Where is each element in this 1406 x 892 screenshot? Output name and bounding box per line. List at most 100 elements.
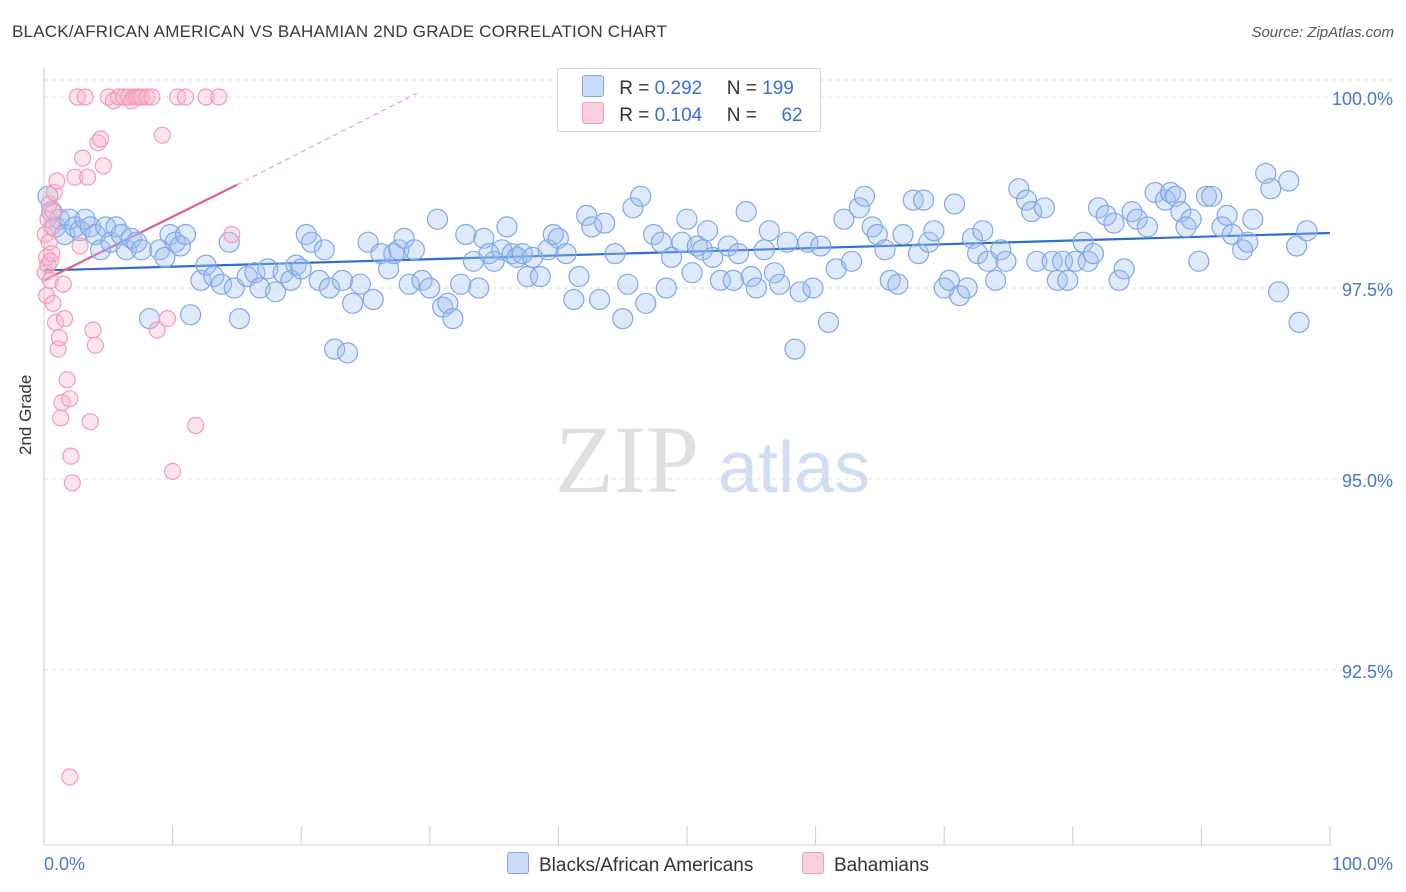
point-blacks (1237, 231, 1259, 253)
point-bahamians (148, 321, 166, 339)
point-blacks (874, 239, 896, 261)
point-blacks (938, 269, 960, 291)
point-bahamians (62, 447, 80, 465)
point-blacks (1242, 208, 1264, 230)
point-blacks (180, 304, 202, 326)
point-blacks (840, 250, 863, 272)
point-blacks (1108, 269, 1130, 291)
point-bahamians (73, 149, 92, 167)
point-blacks (650, 231, 672, 253)
point-bahamians (84, 321, 102, 339)
point-blacks (568, 265, 590, 288)
point-blacks (1082, 243, 1105, 265)
point-blacks (642, 223, 665, 246)
point-blacks (403, 239, 425, 261)
point-blacks (398, 273, 420, 295)
point-blacks (617, 273, 639, 295)
point-blacks (547, 227, 570, 249)
point-blacks (758, 220, 780, 242)
point-blacks (426, 208, 449, 230)
point-blacks (745, 277, 768, 299)
point-blacks (1026, 250, 1048, 272)
point-bahamians (43, 218, 61, 236)
bottom-legend-label-bahamians: Bahamians (834, 855, 930, 876)
point-blacks (370, 243, 392, 265)
legend-r-label: R = (619, 78, 650, 99)
point-blacks (995, 250, 1017, 272)
point-blacks (948, 285, 971, 307)
point-blacks (154, 246, 176, 268)
point-bahamians (52, 409, 70, 427)
point-blacks (1260, 178, 1282, 200)
point-blacks (784, 338, 806, 360)
point-blacks (1087, 197, 1110, 219)
point-blacks (529, 265, 552, 288)
point-blacks (866, 223, 888, 246)
point-blacks (1296, 220, 1318, 242)
bottom-legend-swatch-blacks (507, 852, 529, 874)
point-bahamians (94, 157, 112, 175)
point-blacks (272, 262, 294, 284)
point-blacks (1008, 178, 1030, 200)
watermark-zip: ZIP (555, 406, 699, 513)
point-blacks (496, 216, 518, 238)
point-blacks (555, 243, 577, 265)
point-blacks (853, 185, 876, 207)
point-blacks (336, 342, 359, 364)
data-points (36, 88, 1318, 786)
chart-source: Source: ZipAtlas.com (1251, 24, 1394, 41)
point-bahamians (164, 462, 182, 480)
point-blacks (1216, 204, 1238, 226)
trend-line-bahamians-extension (236, 92, 418, 186)
point-blacks (324, 338, 346, 360)
point-blacks (972, 220, 994, 242)
point-blacks (696, 220, 719, 242)
point-blacks (1278, 170, 1300, 192)
point-blacks (581, 216, 603, 238)
point-blacks (984, 269, 1007, 291)
point-blacks (468, 277, 490, 299)
point-blacks (817, 311, 840, 333)
point-blacks (1015, 189, 1038, 211)
point-blacks (522, 246, 544, 268)
legend-n-value: 199 (762, 78, 794, 99)
point-blacks (1188, 250, 1210, 272)
bottom-legend-blacks: Blacks/African Americans (507, 852, 753, 877)
point-bahamians (176, 88, 195, 106)
watermark-atlas: atlas (718, 428, 870, 508)
point-blacks (887, 273, 909, 295)
point-blacks (1180, 208, 1202, 230)
legend-swatch-blacks (582, 75, 604, 97)
point-blacks (825, 258, 847, 280)
point-blacks (709, 269, 732, 291)
point-blacks (1285, 235, 1308, 257)
legend-n-label: N = (726, 105, 757, 126)
point-blacks (131, 239, 153, 261)
point-bahamians (61, 768, 79, 786)
point-blacks (918, 231, 940, 253)
point-blacks (450, 273, 472, 295)
point-blacks (789, 281, 811, 303)
point-bahamians (158, 310, 177, 328)
point-bahamians (91, 130, 110, 148)
legend-r-value: 0.292 (654, 78, 703, 99)
legend-n-value: 62 (781, 105, 803, 126)
point-bahamians (63, 474, 81, 492)
point-blacks (594, 212, 616, 234)
point-blacks (576, 204, 598, 226)
point-blacks (660, 246, 683, 268)
point-blacks (612, 308, 634, 330)
point-bahamians (138, 88, 156, 106)
point-blacks (735, 201, 757, 223)
point-blacks (442, 308, 464, 330)
point-blacks (956, 277, 978, 299)
point-blacks (1033, 197, 1056, 219)
point-blacks (174, 223, 197, 246)
correlation-legend: R = 0.292 N = 199 R = 0.104 N = 62 (557, 68, 821, 132)
point-blacks (588, 288, 611, 311)
legend-row-blacks: R = 0.292 N = 199 (582, 75, 794, 99)
grid-lines (44, 79, 1392, 671)
point-bahamians (61, 390, 79, 408)
point-blacks (300, 231, 323, 253)
